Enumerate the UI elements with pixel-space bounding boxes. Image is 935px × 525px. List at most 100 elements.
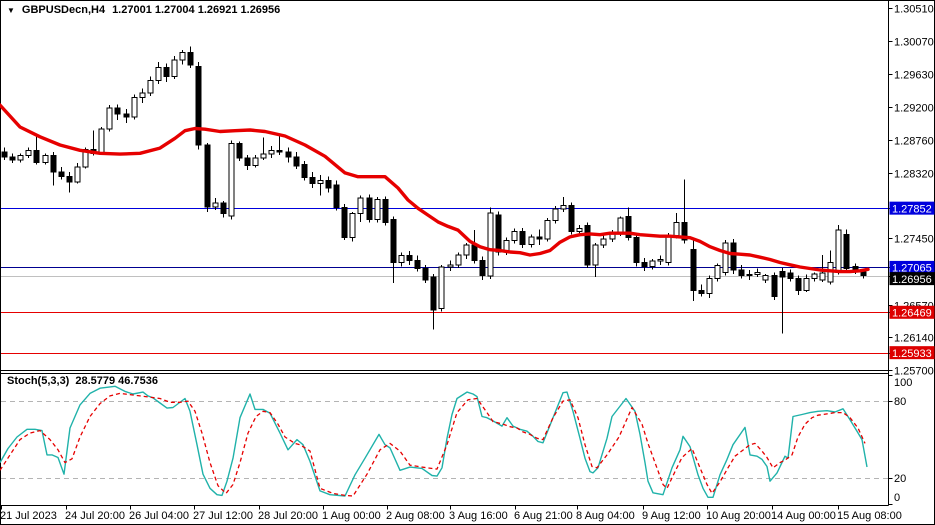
bull-candle [665, 234, 672, 264]
svg-text:100: 100 [894, 377, 912, 389]
svg-text:1.28760: 1.28760 [894, 136, 934, 148]
bull-candle [179, 51, 186, 61]
svg-text:10 Aug 20:00: 10 Aug 20:00 [706, 510, 771, 522]
bull-candle [722, 242, 729, 273]
svg-text:2 Aug 08:00: 2 Aug 08:00 [386, 510, 445, 522]
bear-candle [843, 234, 850, 270]
stoch-d-line [0, 392, 866, 497]
bear-candle [681, 222, 688, 241]
bear-candle [633, 237, 640, 264]
bull-candle [139, 92, 146, 99]
price-level-badge [889, 272, 935, 286]
bull-candle [835, 229, 842, 273]
bull-candle [447, 264, 454, 268]
svg-text:1.26469: 1.26469 [892, 307, 932, 319]
bull-candle [463, 244, 470, 256]
svg-text:1.26140: 1.26140 [894, 333, 934, 345]
price-levels[interactable] [1, 208, 889, 354]
bear-candle [204, 144, 211, 208]
bull-candle [212, 202, 219, 208]
svg-text:1.29200: 1.29200 [894, 103, 934, 115]
bull-candle [228, 143, 235, 217]
bear-candle [325, 179, 332, 189]
bull-candle [560, 204, 567, 210]
svg-text:1.26956: 1.26956 [892, 274, 932, 286]
symbol-dropdown-icon[interactable]: ▼ [7, 5, 15, 15]
bear-candle [58, 171, 65, 178]
bear-candle [33, 149, 40, 163]
svg-text:80: 80 [894, 396, 906, 408]
bull-candle [657, 259, 664, 262]
svg-text:3 Aug 16:00: 3 Aug 16:00 [449, 510, 508, 522]
stochastic-label: Stoch(5,3,3) 28.5779 46.7536 [7, 375, 158, 387]
bull-candle [268, 149, 275, 155]
bull-candle [260, 153, 267, 159]
svg-text:20: 20 [894, 473, 906, 485]
bear-candle [795, 277, 802, 291]
bear-candle [414, 259, 421, 270]
bull-candle [746, 274, 753, 277]
svg-text:21 Jul 2023: 21 Jul 2023 [0, 510, 57, 522]
svg-text:8 Aug 04:00: 8 Aug 04:00 [576, 510, 635, 522]
candlesticks [1, 46, 867, 334]
bear-candle [787, 272, 794, 279]
ohlc-values: 1.27001 1.27004 1.26921 1.26956 [112, 4, 281, 16]
bull-candle [357, 197, 364, 215]
bull-candle [617, 217, 624, 234]
bear-candle [406, 255, 413, 261]
bull-candle [673, 222, 680, 236]
bull-candle [576, 228, 583, 233]
bull-candle [171, 59, 178, 78]
bull-candle [487, 212, 494, 277]
bull-candle [98, 128, 105, 154]
bear-candle [114, 107, 121, 115]
bull-candle [592, 244, 599, 266]
bear-candle [430, 276, 437, 311]
bear-candle [698, 289, 705, 294]
bear-candle [9, 156, 16, 161]
moving-average-line [0, 103, 870, 274]
bull-candle [317, 179, 324, 184]
bear-candle [276, 149, 283, 153]
bear-candle [341, 207, 348, 239]
bear-candle [479, 259, 486, 276]
svg-text:1.29630: 1.29630 [894, 70, 934, 82]
svg-text:1.25700: 1.25700 [894, 366, 934, 378]
svg-text:27 Jul 12:00: 27 Jul 12:00 [193, 510, 253, 522]
bull-candle [544, 219, 551, 240]
bull-candle [552, 208, 559, 221]
bear-candle [471, 244, 478, 261]
bull-candle [374, 198, 381, 221]
chart-title: ▼ GBPUSDecn,H4 1.27001 1.27004 1.26921 1… [7, 4, 280, 16]
svg-text:24 Jul 20:00: 24 Jul 20:00 [65, 510, 125, 522]
bull-candle [649, 260, 656, 267]
bull-candle [252, 157, 259, 166]
bear-candle [66, 176, 73, 183]
bull-candle [455, 254, 462, 266]
time-axis: 21 Jul 2023 24 Jul 20:00 26 Jul 04:00 27 Ju… [0, 505, 902, 522]
bear-candle [568, 204, 575, 233]
svg-text:1.27065: 1.27065 [892, 263, 932, 275]
bear-candle [536, 236, 543, 240]
bear-candle [163, 66, 170, 78]
bear-candle [285, 151, 292, 158]
bear-candle [641, 262, 648, 267]
svg-text:1.27852: 1.27852 [892, 203, 932, 215]
bear-candle [244, 157, 251, 166]
bull-candle [754, 271, 761, 276]
bear-candle [123, 113, 130, 118]
bull-candle [511, 231, 518, 242]
bear-candle [422, 268, 429, 281]
indicator-name: Stoch(5,3,3) [7, 375, 70, 387]
stoch-k-line [0, 385, 868, 498]
bear-candle [390, 219, 397, 264]
svg-text:1 Aug 00:00: 1 Aug 00:00 [322, 510, 381, 522]
bull-candle [74, 166, 81, 183]
bear-candle [860, 271, 867, 277]
svg-text:6 Aug 21:00: 6 Aug 21:00 [514, 510, 573, 522]
indicator-values: 28.5779 46.7536 [75, 375, 158, 387]
svg-text:9 Aug 12:00: 9 Aug 12:00 [642, 510, 701, 522]
bear-candle [309, 176, 316, 184]
